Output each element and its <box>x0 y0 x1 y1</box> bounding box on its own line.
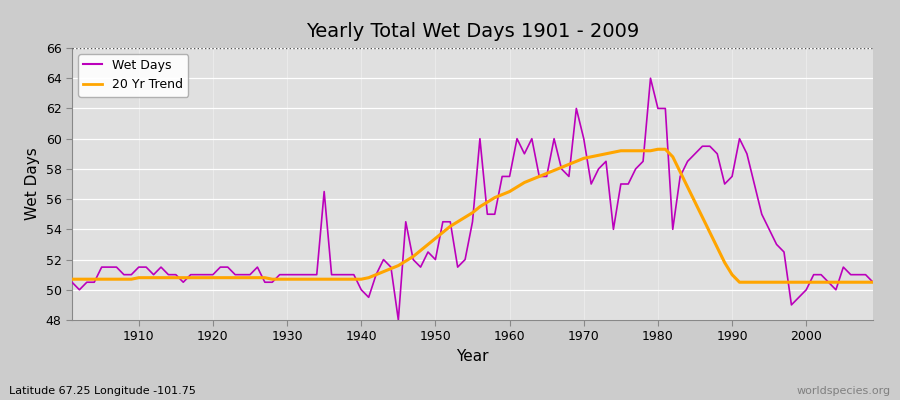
Legend: Wet Days, 20 Yr Trend: Wet Days, 20 Yr Trend <box>78 54 188 96</box>
Text: worldspecies.org: worldspecies.org <box>796 386 891 396</box>
Y-axis label: Wet Days: Wet Days <box>25 148 40 220</box>
Text: Latitude 67.25 Longitude -101.75: Latitude 67.25 Longitude -101.75 <box>9 386 196 396</box>
X-axis label: Year: Year <box>456 349 489 364</box>
Title: Yearly Total Wet Days 1901 - 2009: Yearly Total Wet Days 1901 - 2009 <box>306 22 639 41</box>
